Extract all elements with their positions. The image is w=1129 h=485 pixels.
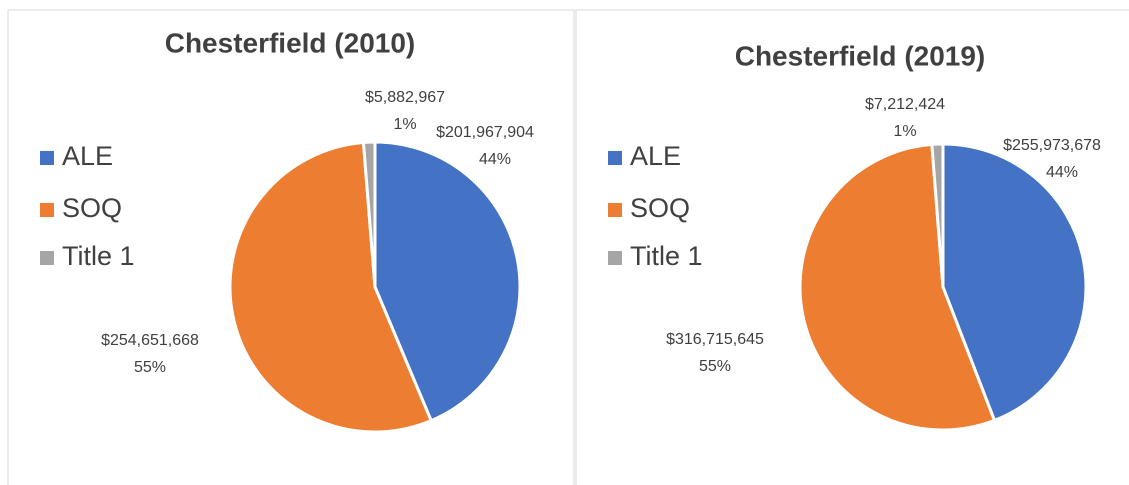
legend-label: Title 1 bbox=[62, 241, 135, 271]
legend-swatch bbox=[40, 203, 54, 217]
value-label: $5,882,967 bbox=[365, 89, 445, 106]
legend-label: SOQ bbox=[62, 193, 122, 223]
legend-label: ALE bbox=[62, 141, 113, 171]
value-label: $316,715,645 bbox=[666, 331, 764, 348]
value-label: $255,973,678 bbox=[1003, 137, 1101, 154]
value-label: $254,651,668 bbox=[101, 332, 199, 349]
chart-title: Chesterfield (2019) bbox=[735, 40, 986, 71]
percent-label: 55% bbox=[134, 359, 166, 376]
percent-label: 55% bbox=[699, 358, 731, 375]
pie-slice bbox=[941, 142, 1088, 423]
legend-swatch bbox=[40, 151, 54, 165]
panel-border bbox=[575, 9, 1129, 485]
legend-swatch bbox=[608, 203, 622, 217]
value-label: $7,212,424 bbox=[865, 96, 945, 113]
legend-label: SOQ bbox=[630, 193, 690, 223]
percent-label: 44% bbox=[479, 151, 511, 168]
panel-border bbox=[7, 9, 575, 485]
legend-swatch bbox=[40, 251, 54, 265]
pie-slice bbox=[228, 140, 434, 434]
percent-label: 44% bbox=[1046, 164, 1078, 181]
percent-label: 1% bbox=[893, 123, 916, 140]
pie-slice bbox=[361, 140, 377, 288]
legend-swatch bbox=[608, 251, 622, 265]
legend-label: ALE bbox=[630, 141, 681, 171]
value-label: $201,967,904 bbox=[436, 124, 534, 141]
pie-slice bbox=[373, 140, 522, 423]
percent-label: 1% bbox=[393, 116, 416, 133]
chart-title: Chesterfield (2010) bbox=[165, 27, 416, 58]
legend-label: Title 1 bbox=[630, 241, 703, 271]
legend-swatch bbox=[608, 151, 622, 165]
pie-slice bbox=[798, 142, 997, 432]
pie-slice bbox=[930, 142, 945, 288]
